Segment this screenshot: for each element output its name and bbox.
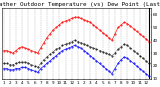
Title: Milwaukee Weather Outdoor Temperature (vs) Dew Point (Last 24 Hours): Milwaukee Weather Outdoor Temperature (v… bbox=[0, 2, 160, 7]
